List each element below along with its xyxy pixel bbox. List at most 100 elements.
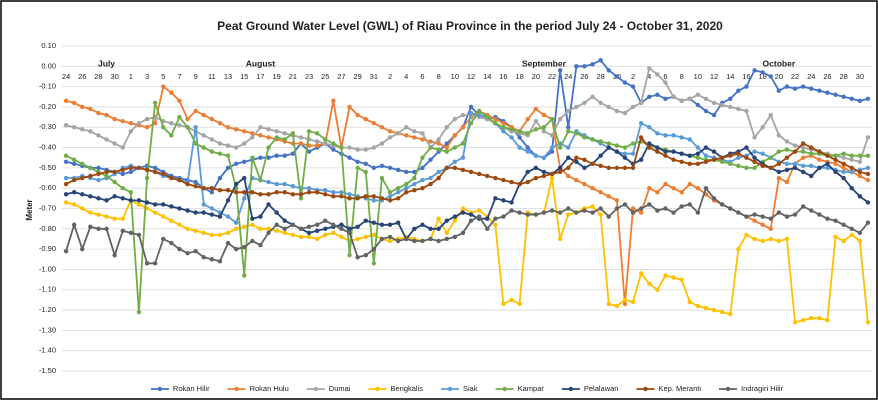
data-point xyxy=(395,131,401,136)
data-point xyxy=(209,116,215,122)
data-point xyxy=(493,120,498,126)
data-point xyxy=(776,175,782,181)
data-point xyxy=(274,153,279,158)
x-tick-label: 10 xyxy=(451,72,459,81)
data-point xyxy=(493,222,498,227)
data-point xyxy=(387,135,393,140)
data-point xyxy=(849,169,854,175)
data-point xyxy=(728,104,733,110)
data-point xyxy=(825,216,830,221)
data-point xyxy=(865,177,871,183)
data-point xyxy=(533,175,539,181)
data-point xyxy=(825,90,830,95)
data-point xyxy=(404,169,409,175)
data-point xyxy=(314,222,320,227)
data-point xyxy=(703,185,709,191)
data-point xyxy=(663,153,668,158)
data-point xyxy=(525,169,530,175)
data-point xyxy=(128,165,134,171)
data-point xyxy=(379,125,385,130)
data-point xyxy=(347,253,352,258)
data-point xyxy=(865,96,871,102)
data-point xyxy=(201,112,206,118)
data-point xyxy=(379,175,385,181)
data-point xyxy=(752,159,757,164)
data-point xyxy=(379,236,385,242)
data-point xyxy=(314,228,320,234)
data-point xyxy=(809,163,814,169)
data-point xyxy=(412,188,417,193)
data-point xyxy=(233,181,239,187)
data-point xyxy=(331,147,336,152)
data-point xyxy=(209,206,215,211)
data-point xyxy=(63,159,69,164)
x-tick-label: 4 xyxy=(404,72,408,81)
data-point xyxy=(517,210,522,215)
data-point xyxy=(428,236,433,242)
x-tick-label: 20 xyxy=(775,72,783,81)
data-point xyxy=(112,253,117,258)
data-point xyxy=(331,98,336,104)
data-point xyxy=(144,200,150,205)
data-point xyxy=(663,96,668,102)
data-point xyxy=(752,155,757,160)
data-point xyxy=(444,125,449,130)
data-point xyxy=(817,212,822,217)
data-point xyxy=(452,145,458,150)
data-point xyxy=(225,143,231,148)
data-point xyxy=(687,181,692,187)
data-point xyxy=(339,190,344,195)
data-point xyxy=(671,185,676,191)
data-point xyxy=(525,145,530,150)
data-point xyxy=(541,112,547,118)
data-point xyxy=(671,133,676,138)
data-point xyxy=(63,192,69,197)
data-point xyxy=(566,125,571,130)
data-point xyxy=(428,175,433,181)
data-point xyxy=(468,120,474,126)
data-point xyxy=(695,145,701,150)
data-point xyxy=(266,226,271,232)
data-point xyxy=(760,70,765,75)
data-point xyxy=(242,175,247,181)
data-point xyxy=(638,271,644,276)
data-point xyxy=(225,214,231,219)
data-point xyxy=(404,125,409,130)
data-point xyxy=(598,206,603,211)
data-point xyxy=(266,155,271,160)
data-point xyxy=(776,210,782,215)
x-tick-label: 15 xyxy=(240,72,248,81)
data-point xyxy=(833,218,838,223)
data-point xyxy=(784,155,790,160)
data-point xyxy=(152,202,158,207)
data-point xyxy=(412,226,417,232)
data-point xyxy=(647,185,652,191)
data-point xyxy=(849,185,854,191)
data-point xyxy=(719,309,725,315)
x-tick-label: 25 xyxy=(321,72,329,81)
data-point xyxy=(436,141,441,146)
data-point xyxy=(865,165,871,171)
data-point xyxy=(323,226,328,232)
data-point xyxy=(242,159,247,164)
x-tick-label: 31 xyxy=(370,72,378,81)
data-point xyxy=(476,108,482,114)
data-point xyxy=(144,167,150,173)
data-point xyxy=(833,234,838,240)
data-point xyxy=(630,104,636,110)
data-point xyxy=(209,257,215,262)
data-point xyxy=(800,155,806,160)
x-tick-label: 16 xyxy=(742,72,750,81)
data-point xyxy=(776,88,782,93)
data-point xyxy=(144,261,150,266)
series-line xyxy=(65,66,869,163)
data-point xyxy=(501,301,506,307)
data-point xyxy=(784,167,790,173)
data-point xyxy=(169,90,174,95)
data-point xyxy=(736,151,741,156)
data-point xyxy=(371,120,377,126)
data-point xyxy=(663,206,668,211)
data-point xyxy=(152,261,158,266)
data-point xyxy=(128,169,134,175)
data-point xyxy=(444,145,449,150)
